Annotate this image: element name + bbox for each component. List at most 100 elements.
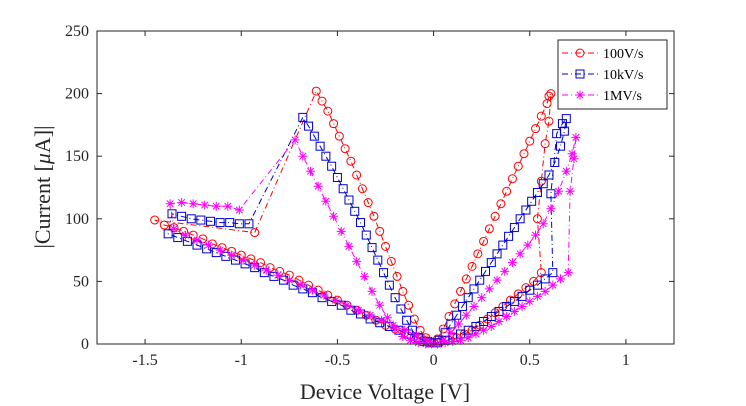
data-point: [563, 268, 573, 278]
data-point: [196, 215, 206, 225]
data-point: [369, 211, 379, 221]
data-point: [204, 240, 214, 250]
series-line-0: [154, 89, 552, 344]
data-point: [479, 236, 489, 246]
data-point: [273, 270, 283, 280]
data-point: [554, 186, 564, 196]
data-point: [250, 260, 260, 270]
data-point: [327, 161, 337, 171]
data-point: [319, 290, 329, 300]
legend-label: 100V/s: [603, 47, 643, 62]
data-point: [469, 284, 479, 294]
data-point: [352, 170, 362, 180]
y-tick-label: 200: [65, 86, 89, 103]
legend-marker: [575, 90, 585, 100]
data-point: [375, 226, 385, 236]
data-point: [413, 338, 423, 348]
data-point: [538, 219, 548, 229]
data-point: [317, 96, 327, 106]
data-point: [329, 119, 339, 129]
series-layer: [150, 86, 581, 349]
data-point: [548, 268, 558, 278]
data-point: [481, 266, 491, 276]
y-tick-label: 0: [81, 336, 89, 353]
legend-marker: [575, 48, 585, 58]
data-point: [448, 336, 458, 346]
data-point: [486, 321, 496, 331]
data-point: [546, 189, 556, 199]
data-point: [298, 151, 308, 161]
x-tick-label: -1: [235, 352, 248, 369]
data-point: [484, 224, 494, 234]
data-point: [519, 149, 529, 159]
data-point: [498, 240, 508, 250]
data-point: [521, 205, 531, 215]
data-point: [492, 275, 502, 285]
data-point: [192, 235, 202, 245]
data-point: [215, 245, 225, 255]
data-point: [402, 315, 412, 325]
data-point: [390, 324, 400, 334]
data-point: [571, 132, 581, 142]
data-point: [375, 300, 385, 310]
data-point: [457, 301, 467, 311]
data-point: [234, 205, 244, 215]
data-point: [557, 119, 567, 129]
data-point: [296, 280, 306, 290]
data-point: [365, 310, 375, 320]
data-point: [532, 188, 542, 198]
data-point: [307, 285, 317, 295]
data-point: [294, 275, 304, 285]
data-point: [344, 195, 354, 205]
data-point: [284, 275, 294, 285]
x-axis-label: Device Voltage [V]: [300, 379, 470, 404]
data-point: [471, 329, 481, 339]
x-tick-label: 1: [622, 352, 630, 369]
data-point: [346, 156, 356, 166]
data-point: [225, 218, 235, 228]
data-point: [238, 255, 248, 265]
y-tick-label: 250: [65, 23, 89, 40]
data-point: [509, 306, 519, 316]
data-point: [255, 258, 265, 268]
data-point: [509, 296, 519, 306]
data-point: [200, 200, 210, 210]
data-point: [461, 310, 471, 320]
data-point: [367, 286, 377, 296]
legend-entry-1: 10kV/s: [562, 68, 643, 83]
y-axis-label-mu: μ: [30, 153, 55, 165]
data-point: [456, 286, 466, 296]
data-point: [440, 338, 450, 348]
data-point: [334, 131, 344, 141]
data-point: [406, 335, 416, 345]
data-point: [382, 313, 392, 323]
data-point: [477, 293, 487, 303]
data-point: [227, 250, 237, 260]
data-point: [525, 136, 535, 146]
data-point: [473, 249, 483, 259]
data-point: [544, 170, 554, 180]
data-point: [546, 89, 556, 99]
data-point: [502, 186, 512, 196]
data-point: [423, 335, 433, 345]
data-point: [492, 249, 502, 259]
data-point: [463, 293, 473, 303]
data-point: [561, 166, 571, 176]
data-point: [484, 284, 494, 294]
data-point: [355, 218, 365, 228]
data-point: [463, 333, 473, 343]
data-point: [500, 266, 510, 276]
data-point: [390, 293, 400, 303]
data-point: [523, 240, 533, 250]
y-tick-label: 150: [65, 148, 89, 165]
data-point: [479, 325, 489, 335]
data-point: [531, 230, 541, 240]
data-point: [411, 330, 421, 340]
data-point: [173, 233, 183, 243]
data-point: [452, 310, 462, 320]
data-point: [329, 211, 339, 221]
data-point: [400, 325, 410, 335]
data-point: [169, 224, 179, 234]
data-point: [517, 301, 527, 311]
data-point: [532, 214, 542, 224]
